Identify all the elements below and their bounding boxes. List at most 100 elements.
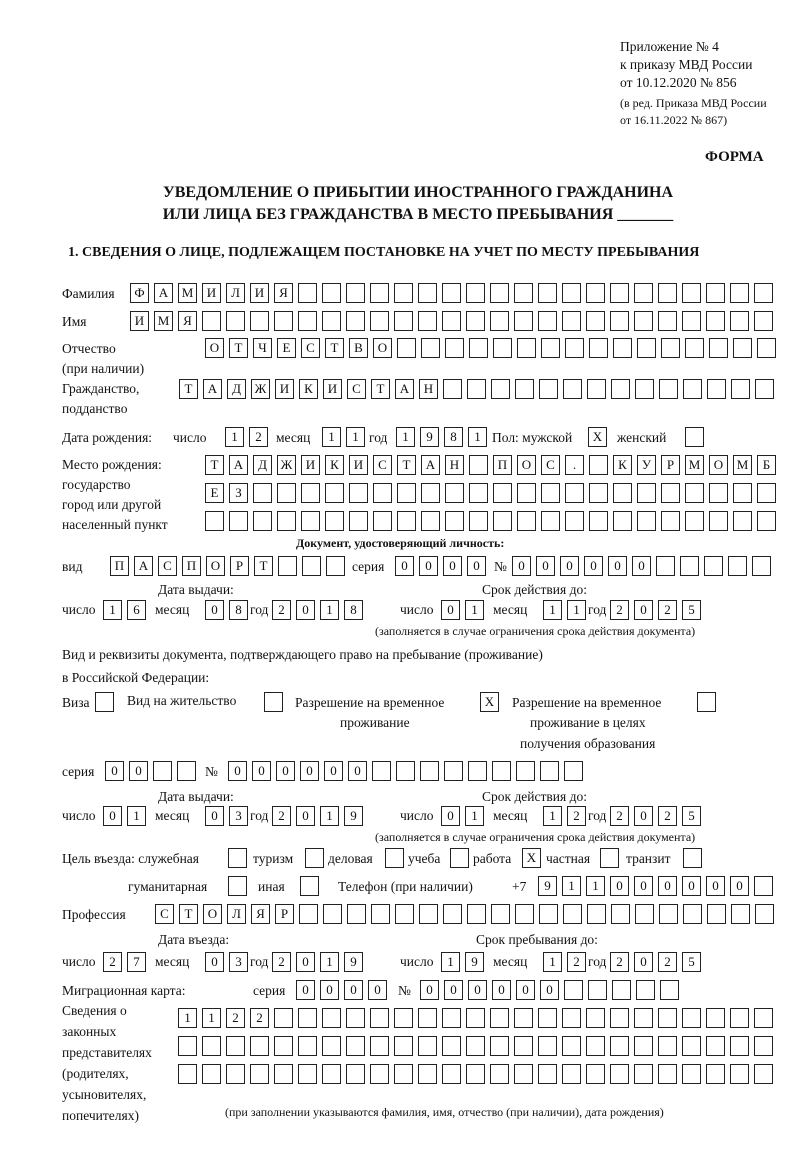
- birthplace-box[interactable]: И: [301, 455, 320, 475]
- reps-box[interactable]: 2: [250, 1008, 269, 1028]
- birthplace-box[interactable]: [373, 483, 392, 503]
- year-box[interactable]: 0: [296, 952, 315, 972]
- birthplace-box[interactable]: [493, 483, 512, 503]
- reps-box[interactable]: [298, 1064, 317, 1084]
- birthplace-box[interactable]: [541, 511, 560, 531]
- year-box[interactable]: 2: [658, 952, 677, 972]
- birthplace-box[interactable]: [349, 483, 368, 503]
- surname-box[interactable]: [538, 283, 557, 303]
- purpose-checkbox[interactable]: [450, 848, 469, 868]
- name-box[interactable]: [250, 311, 269, 331]
- phone-box[interactable]: 0: [730, 876, 749, 896]
- reps-box[interactable]: [514, 1064, 533, 1084]
- reps-box[interactable]: [202, 1064, 221, 1084]
- profession-box[interactable]: [467, 904, 486, 924]
- reps-box[interactable]: 2: [226, 1008, 245, 1028]
- birthplace-box[interactable]: А: [229, 455, 248, 475]
- patronymic-box[interactable]: [445, 338, 464, 358]
- doc-kind-box[interactable]: П: [182, 556, 201, 576]
- citizenship-box[interactable]: К: [299, 379, 318, 399]
- birthplace-box[interactable]: [685, 483, 704, 503]
- year-box[interactable]: 0: [296, 600, 315, 620]
- birthplace-box[interactable]: [253, 483, 272, 503]
- birthplace-box[interactable]: [733, 511, 752, 531]
- birthplace-box[interactable]: [469, 511, 488, 531]
- reps-box[interactable]: [514, 1036, 533, 1056]
- year-box[interactable]: 0: [296, 806, 315, 826]
- phone-box[interactable]: 0: [682, 876, 701, 896]
- month-box[interactable]: 8: [229, 600, 248, 620]
- number-box[interactable]: [728, 556, 747, 576]
- phone-box[interactable]: 0: [634, 876, 653, 896]
- phone-box[interactable]: 9: [538, 876, 557, 896]
- reps-box[interactable]: [586, 1008, 605, 1028]
- year-box[interactable]: 2: [272, 806, 291, 826]
- name-box[interactable]: [442, 311, 461, 331]
- name-box[interactable]: [394, 311, 413, 331]
- profession-box[interactable]: С: [155, 904, 174, 924]
- birthplace-box[interactable]: [685, 511, 704, 531]
- reps-box[interactable]: [586, 1036, 605, 1056]
- month-box[interactable]: 3: [229, 952, 248, 972]
- profession-box[interactable]: [491, 904, 510, 924]
- profession-box[interactable]: [395, 904, 414, 924]
- patronymic-box[interactable]: [661, 338, 680, 358]
- number-box[interactable]: [372, 761, 391, 781]
- profession-box[interactable]: [683, 904, 702, 924]
- name-box[interactable]: [322, 311, 341, 331]
- citizenship-box[interactable]: И: [323, 379, 342, 399]
- reps-box[interactable]: [370, 1008, 389, 1028]
- reps-box[interactable]: [226, 1064, 245, 1084]
- year-box[interactable]: 2: [610, 806, 629, 826]
- month-box[interactable]: 1: [567, 600, 586, 620]
- birthplace-box[interactable]: [541, 483, 560, 503]
- number-box[interactable]: 0: [540, 980, 559, 1000]
- birthplace-box[interactable]: [301, 483, 320, 503]
- citizenship-box[interactable]: [683, 379, 702, 399]
- reps-box[interactable]: [610, 1036, 629, 1056]
- birthplace-box[interactable]: Ж: [277, 455, 296, 475]
- name-box[interactable]: Я: [178, 311, 197, 331]
- reps-box[interactable]: [490, 1008, 509, 1028]
- reps-box[interactable]: [418, 1064, 437, 1084]
- reps-box[interactable]: [754, 1036, 773, 1056]
- citizenship-box[interactable]: [611, 379, 630, 399]
- residence-checkbox[interactable]: [264, 692, 283, 712]
- patronymic-box[interactable]: [421, 338, 440, 358]
- birthplace-box[interactable]: [517, 511, 536, 531]
- number-box[interactable]: [636, 980, 655, 1000]
- birthplace-box[interactable]: [421, 483, 440, 503]
- surname-box[interactable]: И: [202, 283, 221, 303]
- patronymic-box[interactable]: Е: [277, 338, 296, 358]
- year-box[interactable]: 8: [344, 600, 363, 620]
- patronymic-box[interactable]: [757, 338, 776, 358]
- name-box[interactable]: [562, 311, 581, 331]
- surname-box[interactable]: [442, 283, 461, 303]
- patronymic-box[interactable]: [493, 338, 512, 358]
- reps-box[interactable]: 1: [202, 1008, 221, 1028]
- purpose-checkbox[interactable]: [600, 848, 619, 868]
- trpe-checkbox[interactable]: [697, 692, 716, 712]
- number-box[interactable]: 0: [276, 761, 295, 781]
- month-box[interactable]: 2: [567, 806, 586, 826]
- series-box[interactable]: [153, 761, 172, 781]
- patronymic-box[interactable]: В: [349, 338, 368, 358]
- series-box[interactable]: 0: [320, 980, 339, 1000]
- reps-box[interactable]: [562, 1008, 581, 1028]
- number-box[interactable]: [680, 556, 699, 576]
- doc-kind-box[interactable]: Р: [230, 556, 249, 576]
- doc-kind-box[interactable]: [326, 556, 345, 576]
- month-box[interactable]: 3: [229, 806, 248, 826]
- reps-box[interactable]: [298, 1036, 317, 1056]
- birthplace-box[interactable]: И: [349, 455, 368, 475]
- surname-box[interactable]: [514, 283, 533, 303]
- name-box[interactable]: [730, 311, 749, 331]
- citizenship-box[interactable]: [731, 379, 750, 399]
- name-box[interactable]: [586, 311, 605, 331]
- birthplace-box[interactable]: А: [421, 455, 440, 475]
- reps-box[interactable]: [682, 1036, 701, 1056]
- birthplace-box[interactable]: [349, 511, 368, 531]
- series-box[interactable]: 0: [368, 980, 387, 1000]
- number-box[interactable]: 0: [584, 556, 603, 576]
- phone-box[interactable]: 1: [562, 876, 581, 896]
